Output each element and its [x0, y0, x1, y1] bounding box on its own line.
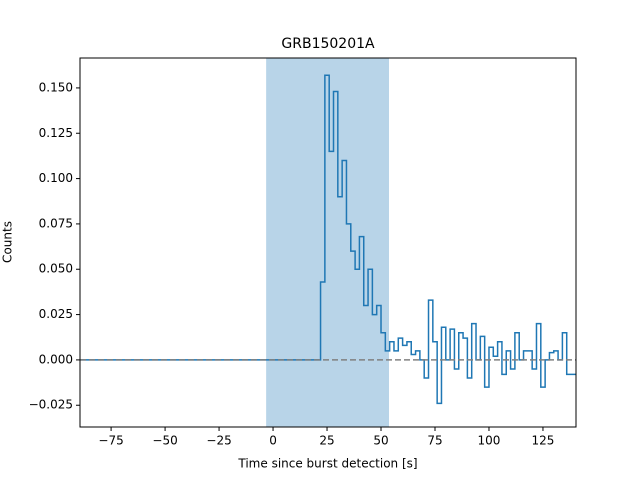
highlight-span [266, 58, 390, 427]
step-line [80, 74, 576, 405]
y-tick-label: 0.050 [39, 262, 73, 276]
x-tick-label: 125 [532, 434, 555, 448]
chart-title: GRB150201A [281, 36, 375, 52]
y-tick-label: 0.125 [39, 126, 73, 140]
y-tick-label: 0.100 [39, 171, 73, 185]
x-axis-label: Time since burst detection [s] [237, 457, 417, 471]
x-tick-label: 50 [373, 434, 388, 448]
y-tick-label: 0.025 [39, 307, 73, 321]
x-tick-label: 100 [478, 434, 501, 448]
x-tick-label: 25 [319, 434, 334, 448]
y-tick-label: −0.025 [29, 398, 73, 412]
y-tick-label: 0.000 [39, 352, 73, 366]
y-axis-label: Counts [1, 221, 15, 263]
plot-frame [79, 57, 577, 428]
x-tick-label: 75 [427, 434, 442, 448]
x-tick-label: 0 [269, 434, 277, 448]
y-tick-label: 0.075 [39, 216, 73, 230]
y-tick-label: 0.150 [39, 80, 73, 94]
x-tick-label: −50 [152, 434, 177, 448]
x-tick-label: −25 [206, 434, 231, 448]
x-tick-label: −75 [98, 434, 123, 448]
